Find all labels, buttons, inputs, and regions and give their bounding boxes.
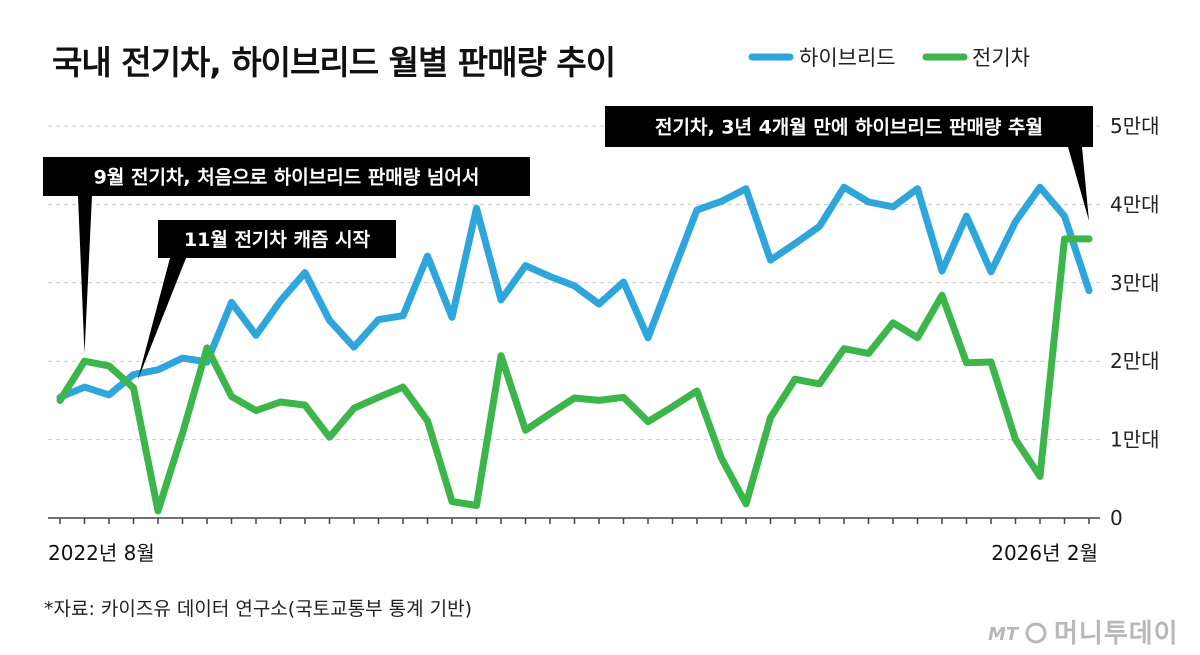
callout-text: 전기차, 3년 4개월 만에 하이브리드 판매량 추월	[655, 117, 1043, 139]
x-axis	[48, 517, 1100, 524]
callout-box	[605, 106, 1093, 147]
series-layer	[56, 183, 1093, 515]
legend: 하이브리드 전기차	[748, 46, 1030, 70]
series-line-hybrid	[56, 183, 1093, 401]
callout-box	[158, 220, 396, 258]
callout-text: 9월 전기차, 처음으로 하이브리드 판매량 넘어서	[94, 167, 480, 189]
series-line-ev	[56, 235, 1093, 515]
brand-mt-mark: MT	[988, 624, 1020, 645]
y-tick-label: 1만대	[1110, 428, 1160, 452]
source-note: *자료: 카이즈유 데이터 연구소(국토교통부 통계 기반)	[44, 598, 472, 620]
annotation-callout: 전기차, 3년 4개월 만에 하이브리드 판매량 추월	[605, 106, 1093, 221]
annotation-callout: 11월 전기차 캐즘 시작	[137, 220, 396, 381]
y-tick-label: 0	[1110, 506, 1123, 530]
annotation-callout: 9월 전기차, 처음으로 하이브리드 판매량 넘어서	[43, 157, 530, 354]
y-tick-label: 4만대	[1110, 192, 1160, 216]
x-start-label: 2022년 8월	[48, 541, 155, 565]
callout-pointer	[78, 196, 92, 354]
brand-name: 머니투데이	[1054, 619, 1179, 649]
callout-pointer	[1068, 147, 1089, 221]
y-tick-label: 3만대	[1110, 271, 1160, 295]
y-tick-label: 2만대	[1110, 349, 1160, 373]
y-tick-label: 5만대	[1110, 114, 1160, 138]
y-axis-tick-labels: 0 1만대 2만대 3만대 4만대 5만대	[1110, 114, 1160, 530]
callout-text: 11월 전기차 캐즘 시작	[184, 229, 371, 251]
x-end-label: 2026년 2월	[991, 541, 1098, 565]
legend-label-hybrid: 하이브리드	[799, 46, 896, 70]
callout-box	[43, 157, 530, 196]
callout-pointer	[137, 258, 186, 381]
legend-label-ev: 전기차	[972, 46, 1030, 70]
brand-circle-icon	[1025, 622, 1047, 644]
annotation-layer: 9월 전기차, 처음으로 하이브리드 판매량 넘어서 11월 전기차 캐즘 시작 전…	[43, 106, 1093, 381]
brand-logo: MT 머니투데이	[988, 619, 1179, 649]
chart-title: 국내 전기차, 하이브리드 월별 판매량 추이	[52, 43, 615, 82]
